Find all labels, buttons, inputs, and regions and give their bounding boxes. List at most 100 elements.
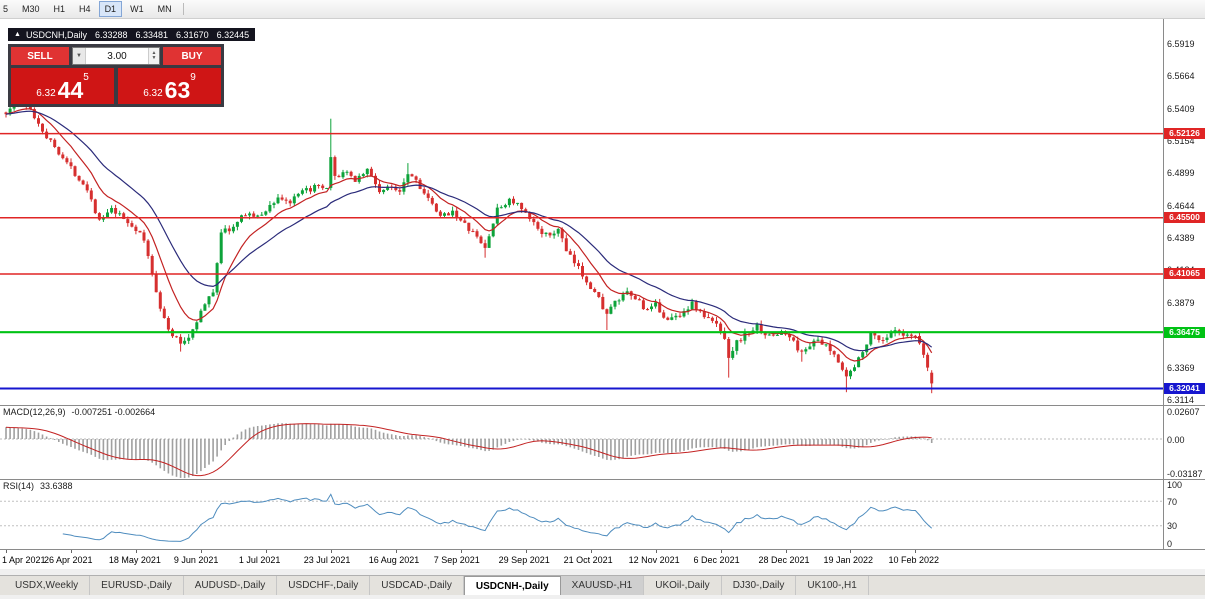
candle-body <box>609 306 613 314</box>
macd-bar <box>187 439 190 478</box>
rsi-axis[interactable]: 100 70 30 0 <box>1163 480 1205 549</box>
rsi-chart-area[interactable]: RSI(14) 33.6388 <box>0 480 1163 549</box>
candle-body <box>479 236 483 244</box>
chart-tab-xauusd-h1[interactable]: XAUUSD-,H1 <box>560 576 645 595</box>
chart-tab-usdcad-daily[interactable]: USDCAD-,Daily <box>370 576 464 595</box>
candle-body <box>633 295 637 300</box>
macd-bar <box>484 439 486 452</box>
candlestick-chart-canvas[interactable] <box>0 19 1163 405</box>
macd-bar <box>703 439 706 448</box>
macd-bar <box>565 439 568 447</box>
candle-body <box>434 203 438 212</box>
candle-body <box>487 236 491 248</box>
volume-stepper[interactable]: ▲ ▼ <box>148 48 159 64</box>
timeframe-button-H4[interactable]: H4 <box>79 4 91 14</box>
main-chart-area[interactable]: ▲ USDCNH,Daily 6.33288 6.33481 6.31670 6… <box>0 19 1163 405</box>
macd-axis[interactable]: 0.02607 0.00 -0.03187 <box>1163 406 1205 479</box>
volume-up-icon[interactable]: ▲ <box>151 50 157 56</box>
timeframe-button-D1[interactable]: D1 <box>98 1 123 17</box>
chart-tab-usdchf-daily[interactable]: USDCHF-,Daily <box>277 576 371 595</box>
candle-body <box>877 335 881 340</box>
macd-bar <box>224 439 226 445</box>
macd-bar <box>768 439 771 446</box>
macd-bar <box>508 439 511 442</box>
buy-button[interactable]: BUY <box>163 47 221 65</box>
sell-button[interactable]: SELL <box>11 47 69 65</box>
candle-body <box>93 199 97 214</box>
macd-bar <box>321 424 324 439</box>
ask-price-tile[interactable]: 6.32 63 9 <box>118 68 221 104</box>
macd-bar <box>435 439 438 442</box>
macd-bar <box>350 425 352 440</box>
pane-divider[interactable] <box>0 405 1205 406</box>
candle-body <box>49 138 53 140</box>
macd-bar <box>472 439 474 449</box>
volume-down-icon[interactable]: ▼ <box>151 55 157 61</box>
price-tick-label: 6.3114 <box>1167 394 1194 405</box>
candle-body <box>244 215 247 217</box>
ask-price-pip-digit: 9 <box>190 72 196 83</box>
chart-tab-audusd-daily[interactable]: AUDUSD-,Daily <box>184 576 278 595</box>
date-label: 9 Jun 2021 <box>173 555 219 565</box>
chart-tab-usdcnh-daily[interactable]: USDCNH-,Daily <box>463 576 561 595</box>
macd-bar <box>516 439 519 440</box>
macd-bar <box>183 439 186 479</box>
macd-bar <box>561 439 563 445</box>
chart-tab-dj30-daily[interactable]: DJ30-,Daily <box>722 576 797 595</box>
one-click-trading-panel: SELL ▼ 3.00 ▲ ▼ BUY 6.32 44 <box>8 44 224 107</box>
timeframe-button-5[interactable]: 5 <box>3 4 9 14</box>
macd-label: MACD(12,26,9) -0.007251 -0.002664 <box>3 407 155 417</box>
candle-body <box>763 333 767 336</box>
timeframe-button-MN[interactable]: MN <box>157 4 172 14</box>
candle-body <box>528 212 532 219</box>
rsi-canvas[interactable] <box>0 480 1163 549</box>
macd-canvas[interactable] <box>0 406 1163 479</box>
macd-pane: MACD(12,26,9) -0.007251 -0.002664 0.0260… <box>0 406 1205 479</box>
timeframe-button-M30[interactable]: M30 <box>22 4 40 14</box>
volume-dropdown-icon[interactable]: ▼ <box>73 48 86 64</box>
macd-bar <box>236 434 239 439</box>
volume-field[interactable]: ▼ 3.00 ▲ ▼ <box>72 47 160 65</box>
price-axis[interactable]: 6.5919 6.5664 6.5409 6.5154 6.4899 6.4644 6.43… <box>1163 19 1205 405</box>
macd-bar <box>776 439 779 446</box>
macd-chart-area[interactable]: MACD(12,26,9) -0.007251 -0.002664 <box>0 406 1163 479</box>
chart-tab-uk100-h1[interactable]: UK100-,H1 <box>796 576 869 595</box>
volume-value[interactable]: 3.00 <box>107 50 127 62</box>
candle-body <box>913 335 917 337</box>
candle-body <box>853 367 856 371</box>
candle-body <box>881 340 885 341</box>
candle-body <box>451 210 455 216</box>
macd-bar <box>756 439 758 448</box>
macd-bar <box>533 439 535 441</box>
candle-body <box>702 311 706 318</box>
timeframe-button-W1[interactable]: W1 <box>130 4 144 14</box>
macd-bar <box>439 439 442 443</box>
candle-body <box>361 174 365 176</box>
macd-bar <box>346 424 348 439</box>
candle-body <box>37 118 40 124</box>
chart-tab-usdx-weekly[interactable]: USDX,Weekly <box>4 576 91 595</box>
macd-bar <box>139 439 141 460</box>
timeframe-button-H1[interactable]: H1 <box>53 4 66 14</box>
macd-bar <box>825 439 827 445</box>
macd-bar <box>451 439 454 445</box>
chart-tab-eurusd-daily[interactable]: EURUSD-,Daily <box>90 576 184 595</box>
pane-divider[interactable] <box>0 479 1205 480</box>
bid-price-big-digits: 44 <box>57 77 84 103</box>
macd-bar <box>496 439 499 448</box>
chart-tab-ukoil-daily[interactable]: UKOil-,Daily <box>644 576 722 595</box>
macd-bar <box>752 439 754 449</box>
macd-bar <box>374 429 377 439</box>
macd-bar <box>220 439 222 451</box>
bid-price-tile[interactable]: 6.32 44 5 <box>11 68 114 104</box>
macd-bar <box>528 439 531 441</box>
candle-body <box>475 231 479 237</box>
chart-menu-icon[interactable]: ▲ <box>14 31 21 38</box>
macd-bar <box>671 439 673 453</box>
rsi-indicator-name: RSI(14) <box>3 481 35 491</box>
candle-body <box>621 294 625 301</box>
macd-bar <box>922 438 925 440</box>
candle-body <box>755 324 759 331</box>
date-axis[interactable]: 1 Apr 2021 26 Apr 2021 18 May 2021 9 Jun 20… <box>0 550 1205 569</box>
macd-bar <box>135 439 137 460</box>
